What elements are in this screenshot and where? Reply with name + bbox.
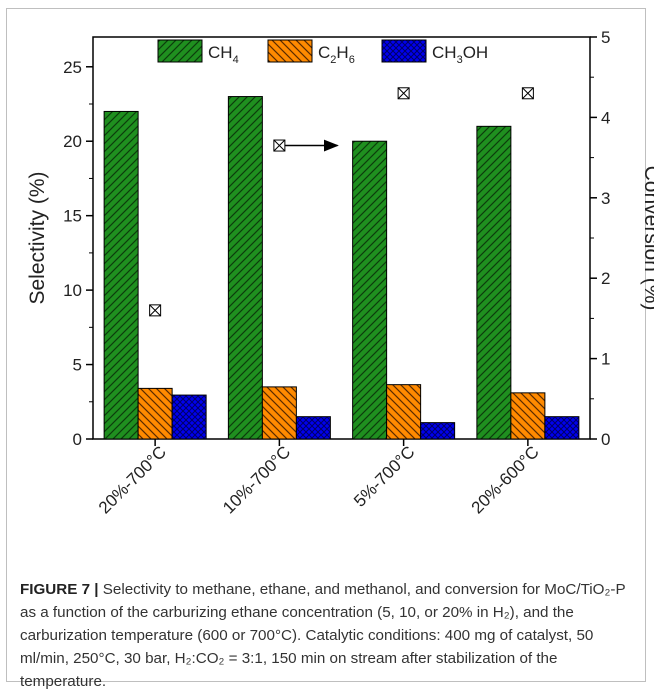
bar-ch3oh: [420, 422, 456, 440]
y-tick-label: 20: [63, 132, 82, 151]
x-tick-label: 10%-700°C: [219, 442, 294, 517]
figure-caption: FIGURE 7 | Selectivity to methane, ethan…: [20, 578, 634, 693]
bars: [103, 96, 580, 440]
y2-tick-label: 4: [601, 108, 610, 127]
legend-label-c2h6: C2H6: [318, 43, 355, 66]
legend-swatch-ch3oh: [381, 39, 427, 63]
chart: 0 5 10 15 20 25 0 1 2 3 4 5 20%-700°C 10%-700°C 5%-7…: [26, 28, 654, 517]
bar-ch4: [476, 125, 512, 440]
bar-c2h6: [261, 386, 297, 440]
bar-ch4: [103, 110, 139, 440]
x-axis: 20%-700°C 10%-700°C 5%-700°C 20%-600°C: [95, 439, 543, 517]
bar-ch3oh: [295, 416, 331, 440]
y2-axis: 0 1 2 3 4 5: [590, 28, 610, 449]
y-tick-label: 25: [63, 58, 82, 77]
legend-swatch-c2h6: [267, 39, 313, 63]
legend-swatch-ch4: [157, 39, 203, 63]
y-tick-label: 10: [63, 281, 82, 300]
figure-frame: [6, 8, 646, 682]
bar-ch3oh: [171, 394, 207, 440]
x-tick-label: 20%-600°C: [468, 442, 543, 517]
y2-tick-label: 3: [601, 189, 610, 208]
legend-label-ch4: CH4: [208, 43, 239, 66]
bar-ch4: [227, 96, 263, 440]
y-tick-label: 5: [73, 356, 82, 375]
conversion-marker: [521, 87, 534, 100]
bar-ch4: [352, 140, 388, 440]
conversion-markers: [149, 87, 534, 317]
y2-axis-title: Conversion (%): [640, 166, 654, 311]
legend: CH4 C2H6 CH3OH: [157, 39, 488, 66]
bar-c2h6: [386, 384, 422, 440]
conversion-marker: [397, 87, 410, 100]
y2-tick-label: 0: [601, 430, 610, 449]
caption-text: Selectivity to methane, ethane, and meth…: [20, 581, 626, 690]
plot-area: [92, 36, 591, 440]
x-tick-label: 5%-700°C: [350, 442, 418, 510]
caption-label: FIGURE 7 |: [20, 581, 99, 598]
bar-ch3oh: [544, 416, 580, 440]
y-tick-label: 0: [73, 430, 82, 449]
legend-label-ch3oh: CH3OH: [432, 43, 488, 66]
y2-tick-label: 5: [601, 28, 610, 47]
x-tick-label: 20%-700°C: [95, 442, 170, 517]
bar-c2h6: [137, 387, 173, 440]
y-axis: 0 5 10 15 20 25: [63, 58, 93, 449]
conversion-marker: [273, 139, 286, 152]
y-axis-title: Selectivity (%): [26, 171, 49, 304]
y2-tick-label: 2: [601, 269, 610, 288]
y-tick-label: 15: [63, 207, 82, 226]
y2-tick-label: 1: [601, 350, 610, 369]
conversion-marker: [149, 304, 162, 317]
bar-c2h6: [510, 392, 546, 440]
